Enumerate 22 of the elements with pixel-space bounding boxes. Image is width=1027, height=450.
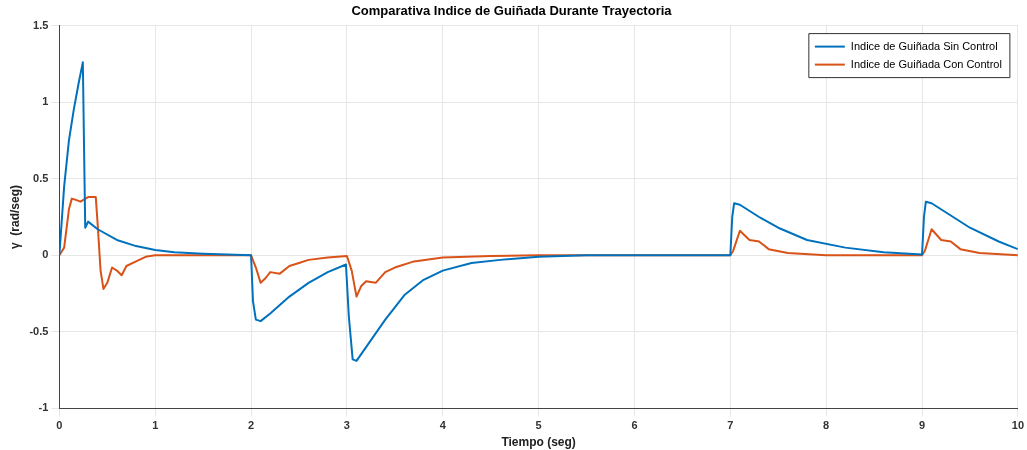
x-tick-label: 7 xyxy=(727,419,734,432)
y-tick-label: 0 xyxy=(42,248,49,261)
legend-label: Indice de Guiñada Sin Control xyxy=(850,39,998,52)
x-tick-label: 8 xyxy=(823,419,830,432)
x-tick-label: 10 xyxy=(1011,419,1025,432)
x-tick-label: 2 xyxy=(248,419,255,432)
legend-label: Indice de Guiñada Con Control xyxy=(850,57,1002,70)
x-axis-title: Tiempo (seg) xyxy=(501,435,576,450)
x-tick-label: 4 xyxy=(439,419,447,432)
y-tick-label: 0.5 xyxy=(33,171,49,184)
x-tick-label: 0 xyxy=(56,419,63,432)
x-tick-label: 5 xyxy=(535,419,542,432)
y-tick-label: -1 xyxy=(38,401,49,414)
y-tick-label: -0.5 xyxy=(29,324,49,337)
x-tick-label: 1 xyxy=(152,419,159,432)
chart-title: Comparativa Indice de Guiñada Durante Trayectoria xyxy=(351,3,673,19)
y-tick-label: 1.5 xyxy=(33,18,49,31)
y-axis-title: γ (rad/seg) xyxy=(7,184,22,250)
x-tick-label: 6 xyxy=(631,419,638,432)
x-tick-label: 9 xyxy=(918,419,926,432)
x-tick-label: 3 xyxy=(343,419,350,432)
y-tick-label: 1 xyxy=(42,95,49,108)
